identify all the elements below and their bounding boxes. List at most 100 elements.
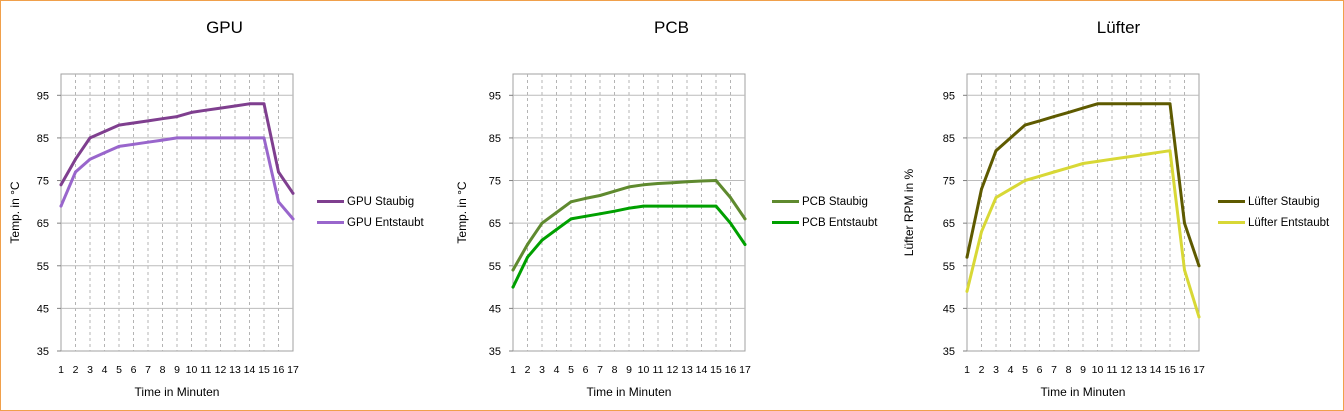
legend-item: Lüfter Entstaubt (1218, 212, 1329, 233)
data-point (262, 136, 266, 140)
y-tick-label: 95 (489, 90, 501, 102)
x-tick-label: 16 (273, 364, 285, 376)
chart-title: GPU (206, 18, 243, 37)
series-1 (59, 102, 295, 195)
data-point (994, 149, 998, 153)
data-point (511, 285, 515, 289)
data-point (1110, 102, 1114, 106)
x-tick-label: 12 (215, 364, 227, 376)
data-point (1096, 159, 1099, 163)
x-tick-label: 17 (1193, 364, 1205, 376)
legend-swatch (317, 221, 344, 224)
x-tick-label: 3 (87, 364, 93, 376)
data-point (1067, 110, 1070, 114)
data-point (980, 187, 983, 191)
data-point (146, 119, 150, 123)
x-tick-label: 2 (525, 364, 531, 376)
x-axis-label: Time in Minuten (587, 385, 672, 399)
legend-swatch (317, 200, 344, 203)
series-1 (965, 102, 1201, 268)
legend-swatch (1218, 200, 1245, 203)
data-point (161, 138, 164, 142)
data-point (291, 217, 295, 221)
x-axis-label: Time in Minuten (1041, 385, 1126, 399)
data-point (1139, 102, 1143, 106)
x-tick-label: 10 (1092, 364, 1104, 376)
data-point (1125, 102, 1128, 106)
data-point (1110, 157, 1114, 161)
chart-panel-gpu: GPU 35 45 55 65 75 85 95 1 2 3 4 5 6 7 8 9 10 11 12 13 14 15 1… (1, 1, 448, 410)
data-point (233, 136, 237, 140)
data-point (994, 196, 998, 199)
data-point (729, 196, 732, 199)
data-point (103, 151, 106, 155)
y-tick-label: 55 (37, 261, 49, 273)
data-point (1067, 166, 1070, 170)
x-tick-label: 2 (979, 364, 985, 376)
y-axis-label: Temp. in °C (8, 181, 22, 243)
data-point (233, 104, 237, 108)
y-tick-label: 65 (489, 218, 501, 230)
y-tick-label: 75 (37, 176, 49, 188)
data-point (74, 170, 77, 174)
data-point (1038, 174, 1041, 178)
data-point (1197, 264, 1201, 268)
x-tick-label: 10 (186, 364, 198, 376)
x-tick-label: 17 (287, 364, 299, 376)
data-point (1197, 315, 1201, 319)
y-tick-label: 55 (489, 261, 501, 273)
data-point (685, 180, 689, 184)
data-point (277, 200, 280, 204)
data-point (277, 170, 280, 174)
y-tick-label: 35 (489, 346, 501, 358)
data-point (1023, 179, 1027, 182)
x-tick-label: 11 (1107, 364, 1118, 376)
chart-panel-pcb: PCB 35 45 55 65 75 85 95 1 2 3 4 5 6 7 8 9 10 11 12 13 14 15 1… (448, 1, 895, 410)
data-point (1052, 170, 1056, 174)
y-tick-label: 75 (943, 176, 955, 188)
series-2 (511, 204, 747, 289)
data-point (1009, 136, 1012, 140)
data-point (59, 183, 63, 187)
legend-label: Lüfter Entstaubt (1248, 216, 1330, 229)
x-tick-label: 14 (1150, 364, 1162, 376)
data-point (700, 204, 703, 208)
x-tick-label: 1 (58, 364, 64, 376)
data-point (671, 181, 674, 185)
data-point (613, 189, 616, 193)
data-point (584, 197, 587, 200)
x-tick-label: 9 (174, 364, 180, 376)
data-point (146, 140, 150, 144)
x-tick-label: 16 (725, 364, 737, 376)
x-tick-label: 5 (568, 364, 574, 376)
data-point (642, 204, 645, 208)
data-point (1081, 106, 1085, 110)
data-point (627, 206, 631, 210)
x-tick-label: 10 (638, 364, 650, 376)
data-point (1168, 102, 1172, 106)
x-tick-label: 3 (993, 364, 999, 376)
data-point (291, 191, 295, 195)
data-point (700, 179, 703, 183)
series-1 (511, 179, 747, 272)
data-point (175, 115, 179, 119)
data-point (598, 212, 602, 216)
legend-item: GPU Entstaubt (317, 212, 424, 233)
data-point (540, 238, 544, 242)
x-tick-label: 5 (1022, 364, 1028, 376)
x-tick-label: 14 (696, 364, 708, 376)
x-tick-label: 4 (1008, 364, 1014, 376)
y-tick-label: 45 (943, 303, 955, 315)
data-point (642, 183, 645, 187)
data-point (219, 106, 222, 110)
data-point (569, 217, 573, 221)
data-point (59, 204, 63, 208)
legend: Lüfter Staubig Lüfter Entstaubt (1218, 191, 1329, 233)
x-tick-label: 6 (583, 364, 589, 376)
data-point (103, 130, 106, 133)
data-point (1096, 102, 1099, 106)
data-point (1183, 221, 1186, 225)
